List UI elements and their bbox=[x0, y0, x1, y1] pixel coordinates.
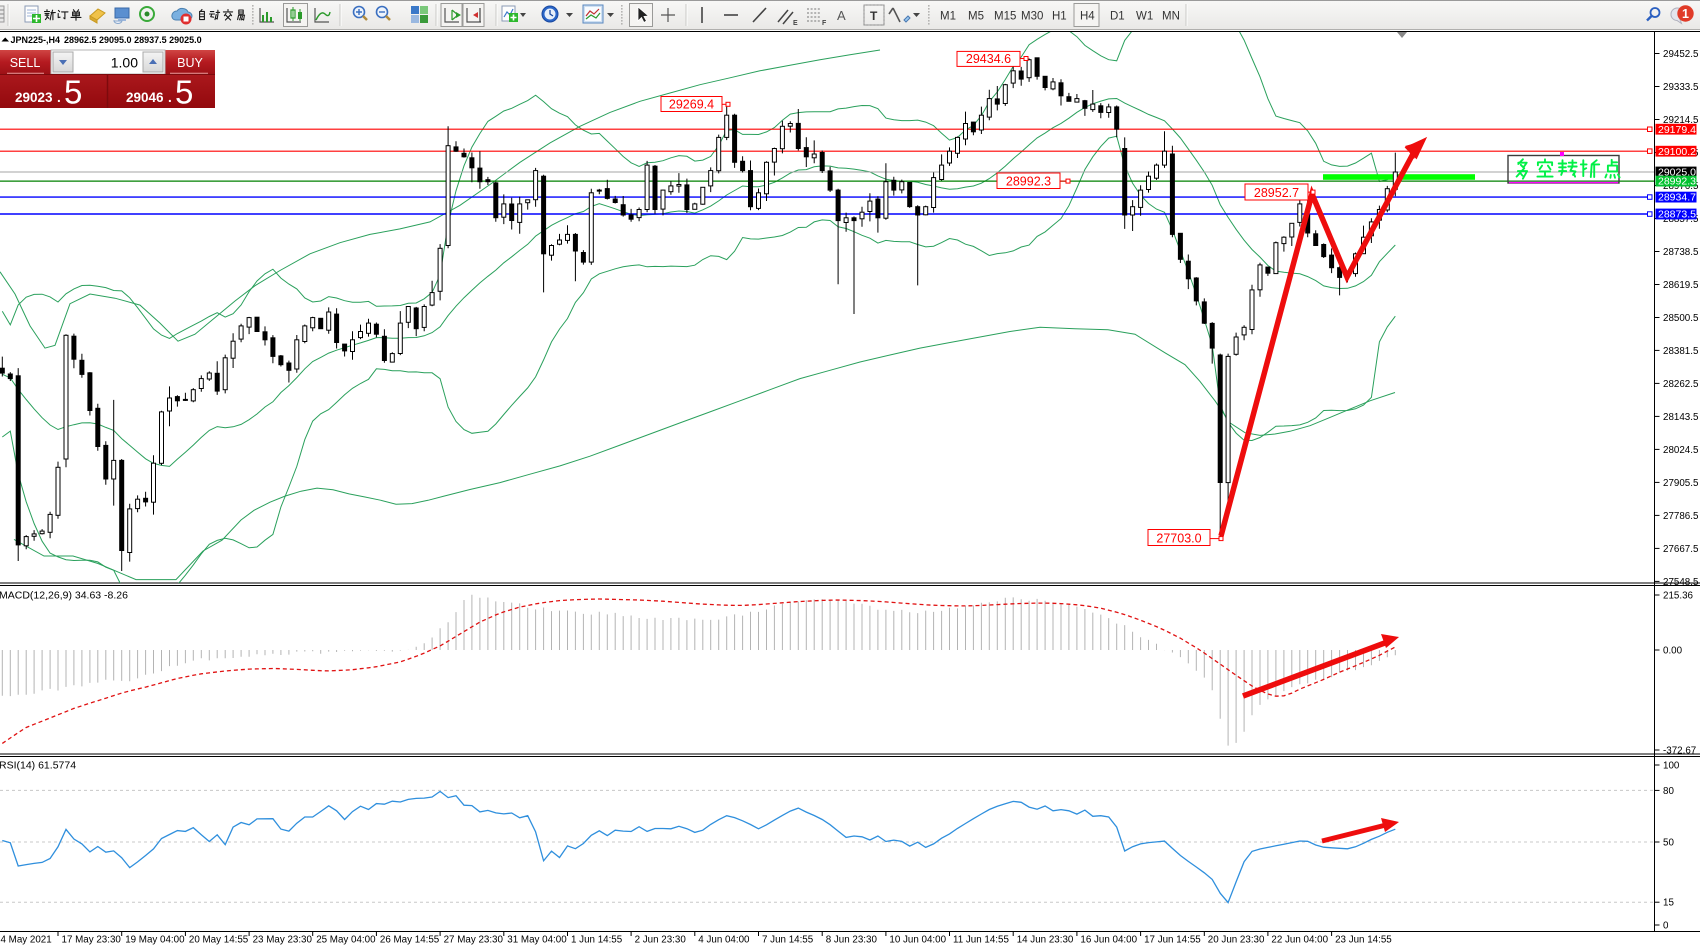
svg-text:29046: 29046 bbox=[126, 90, 164, 105]
svg-text:29434.6: 29434.6 bbox=[966, 52, 1011, 66]
svg-text:1: 1 bbox=[1682, 7, 1689, 21]
svg-text:29100.2: 29100.2 bbox=[1658, 146, 1696, 158]
svg-text:23 May 23:30: 23 May 23:30 bbox=[253, 935, 313, 946]
svg-text:25 May 04:00: 25 May 04:00 bbox=[316, 935, 376, 946]
svg-text:W1: W1 bbox=[1136, 11, 1153, 23]
svg-text:27703.0: 27703.0 bbox=[1156, 531, 1201, 545]
svg-text:0: 0 bbox=[1663, 920, 1669, 931]
svg-text:A: A bbox=[837, 8, 846, 23]
svg-text:28024.5: 28024.5 bbox=[1663, 445, 1699, 456]
svg-text:D1: D1 bbox=[1110, 11, 1125, 23]
svg-text:H4: H4 bbox=[1080, 11, 1095, 23]
svg-text:1.00: 1.00 bbox=[111, 55, 138, 71]
svg-text:4 Jun 04:00: 4 Jun 04:00 bbox=[698, 935, 750, 946]
svg-text:5: 5 bbox=[175, 74, 193, 111]
svg-text:29179.4: 29179.4 bbox=[1658, 124, 1696, 136]
svg-text:26 May 14:55: 26 May 14:55 bbox=[380, 935, 440, 946]
svg-text:17 May 23:30: 17 May 23:30 bbox=[62, 935, 122, 946]
svg-text:29269.4: 29269.4 bbox=[669, 97, 714, 111]
svg-text:14 Jun 23:30: 14 Jun 23:30 bbox=[1017, 935, 1074, 946]
svg-text:29452.5: 29452.5 bbox=[1663, 49, 1699, 60]
svg-text:28992.3: 28992.3 bbox=[1658, 176, 1696, 188]
svg-text:16 Jun 04:00: 16 Jun 04:00 bbox=[1080, 935, 1137, 946]
svg-text:28952.7: 28952.7 bbox=[1254, 186, 1299, 200]
svg-text:-372.67: -372.67 bbox=[1663, 745, 1696, 756]
svg-text:M30: M30 bbox=[1021, 11, 1043, 23]
svg-text:MACD(12,26,9) 34.63 -8.26: MACD(12,26,9) 34.63 -8.26 bbox=[0, 590, 128, 602]
svg-text:8 Jun 23:30: 8 Jun 23:30 bbox=[826, 935, 878, 946]
svg-text:.: . bbox=[57, 90, 61, 105]
svg-text:22 Jun 04:00: 22 Jun 04:00 bbox=[1271, 935, 1328, 946]
svg-text:28143.5: 28143.5 bbox=[1663, 412, 1699, 423]
svg-text:27548.5: 27548.5 bbox=[1663, 577, 1699, 588]
svg-text:17 Jun 14:55: 17 Jun 14:55 bbox=[1144, 935, 1201, 946]
svg-text:31 May 04:00: 31 May 04:00 bbox=[507, 935, 567, 946]
svg-text:28619.5: 28619.5 bbox=[1663, 280, 1699, 291]
svg-text:E: E bbox=[793, 20, 798, 27]
svg-text:.: . bbox=[168, 90, 172, 105]
svg-text:29214.5: 29214.5 bbox=[1663, 115, 1699, 126]
svg-text:7 Jun 14:55: 7 Jun 14:55 bbox=[762, 935, 814, 946]
svg-text:H1: H1 bbox=[1052, 11, 1067, 23]
svg-text:JPN225-,H4: JPN225-,H4 bbox=[11, 35, 61, 45]
svg-text:M1: M1 bbox=[940, 11, 956, 23]
svg-text:2 Jun 23:30: 2 Jun 23:30 bbox=[635, 935, 687, 946]
svg-text:20 May 14:55: 20 May 14:55 bbox=[189, 935, 249, 946]
svg-text:5: 5 bbox=[64, 74, 82, 111]
svg-text:100: 100 bbox=[1663, 760, 1680, 771]
svg-text:28992.3: 28992.3 bbox=[1006, 174, 1051, 188]
svg-text:23 Jun 14:55: 23 Jun 14:55 bbox=[1335, 935, 1392, 946]
svg-text:M15: M15 bbox=[994, 11, 1016, 23]
svg-text:20 Jun 23:30: 20 Jun 23:30 bbox=[1208, 935, 1265, 946]
svg-text:215.36: 215.36 bbox=[1663, 590, 1694, 601]
svg-text:28500.5: 28500.5 bbox=[1663, 313, 1699, 324]
svg-text:28934.7: 28934.7 bbox=[1658, 192, 1696, 204]
svg-text:0.00: 0.00 bbox=[1663, 645, 1683, 656]
svg-text:15: 15 bbox=[1663, 898, 1674, 909]
svg-text:T: T bbox=[870, 9, 878, 23]
svg-text:11 Jun 14:55: 11 Jun 14:55 bbox=[953, 935, 1009, 946]
svg-text:F: F bbox=[822, 20, 827, 27]
svg-text:19 May 04:00: 19 May 04:00 bbox=[125, 935, 185, 946]
svg-text:27786.5: 27786.5 bbox=[1663, 511, 1699, 522]
svg-text:29333.5: 29333.5 bbox=[1663, 82, 1699, 93]
svg-text:SELL: SELL bbox=[10, 56, 41, 70]
svg-text:29023: 29023 bbox=[15, 90, 53, 105]
svg-text:28738.5: 28738.5 bbox=[1663, 247, 1699, 258]
svg-text:BUY: BUY bbox=[177, 56, 203, 70]
svg-text:1 Jun 14:55: 1 Jun 14:55 bbox=[571, 935, 623, 946]
svg-text:4 May 2021: 4 May 2021 bbox=[1, 935, 52, 946]
svg-text:27667.5: 27667.5 bbox=[1663, 544, 1699, 555]
svg-text:50: 50 bbox=[1663, 837, 1674, 848]
svg-text:28381.5: 28381.5 bbox=[1663, 346, 1699, 357]
svg-text:RSI(14) 61.5774: RSI(14) 61.5774 bbox=[0, 760, 76, 772]
svg-text:27 May 23:30: 27 May 23:30 bbox=[444, 935, 504, 946]
svg-text:M5: M5 bbox=[968, 11, 984, 23]
svg-text:27905.5: 27905.5 bbox=[1663, 478, 1699, 489]
svg-text:28262.5: 28262.5 bbox=[1663, 379, 1699, 390]
svg-text:10 Jun 04:00: 10 Jun 04:00 bbox=[889, 935, 946, 946]
svg-text:29025.0: 29025.0 bbox=[1658, 167, 1696, 179]
svg-text:28962.5 29095.0 28937.5 29025.: 28962.5 29095.0 28937.5 29025.0 bbox=[64, 35, 202, 45]
svg-text:80: 80 bbox=[1663, 786, 1674, 797]
svg-text:MN: MN bbox=[1162, 11, 1180, 23]
svg-text:28873.5: 28873.5 bbox=[1658, 209, 1696, 221]
